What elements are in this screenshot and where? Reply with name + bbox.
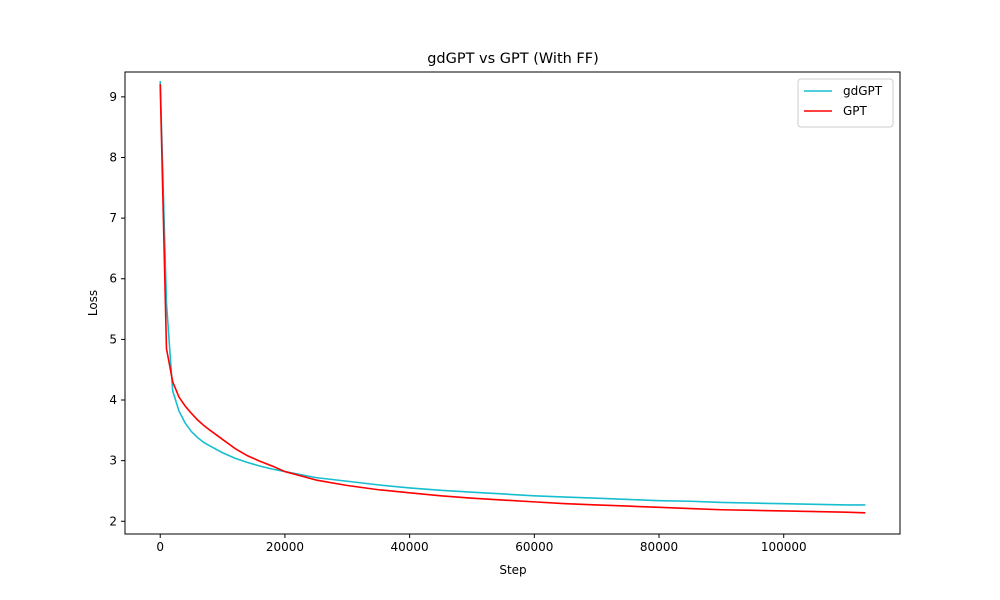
- axes-frame: [124, 71, 901, 535]
- x-tick-label: 60000: [515, 540, 553, 554]
- x-axis: 0 20000 40000 60000 80000 100000: [156, 534, 807, 554]
- y-axis-label: Loss: [86, 290, 100, 316]
- x-axis-label: Step: [499, 563, 526, 577]
- y-tick-label: 6: [109, 272, 117, 286]
- legend-label-gpt: GPT: [843, 104, 868, 118]
- legend: gdGPT GPT: [797, 78, 894, 128]
- y-tick-label: 4: [109, 393, 117, 407]
- series-layer: [159, 80, 866, 514]
- x-tick-label: 20000: [266, 540, 304, 554]
- x-tick-label: 80000: [640, 540, 678, 554]
- x-tick-label: 40000: [391, 540, 429, 554]
- x-tick-label: 0: [156, 540, 164, 554]
- y-axis: 2 3 4 5 6 7 8 9: [109, 90, 125, 528]
- x-tick-label: 100000: [761, 540, 807, 554]
- series-line-gdgpt: [159, 80, 866, 506]
- y-tick-label: 7: [109, 211, 117, 225]
- y-tick-label: 9: [109, 90, 117, 104]
- y-tick-label: 8: [109, 150, 117, 164]
- y-tick-label: 2: [109, 514, 117, 528]
- chart-title: gdGPT vs GPT (With FF): [427, 51, 599, 67]
- series-line-gpt: [159, 83, 866, 514]
- y-tick-label: 5: [109, 332, 117, 346]
- y-tick-label: 3: [109, 454, 117, 468]
- legend-label-gdgpt: gdGPT: [843, 84, 883, 98]
